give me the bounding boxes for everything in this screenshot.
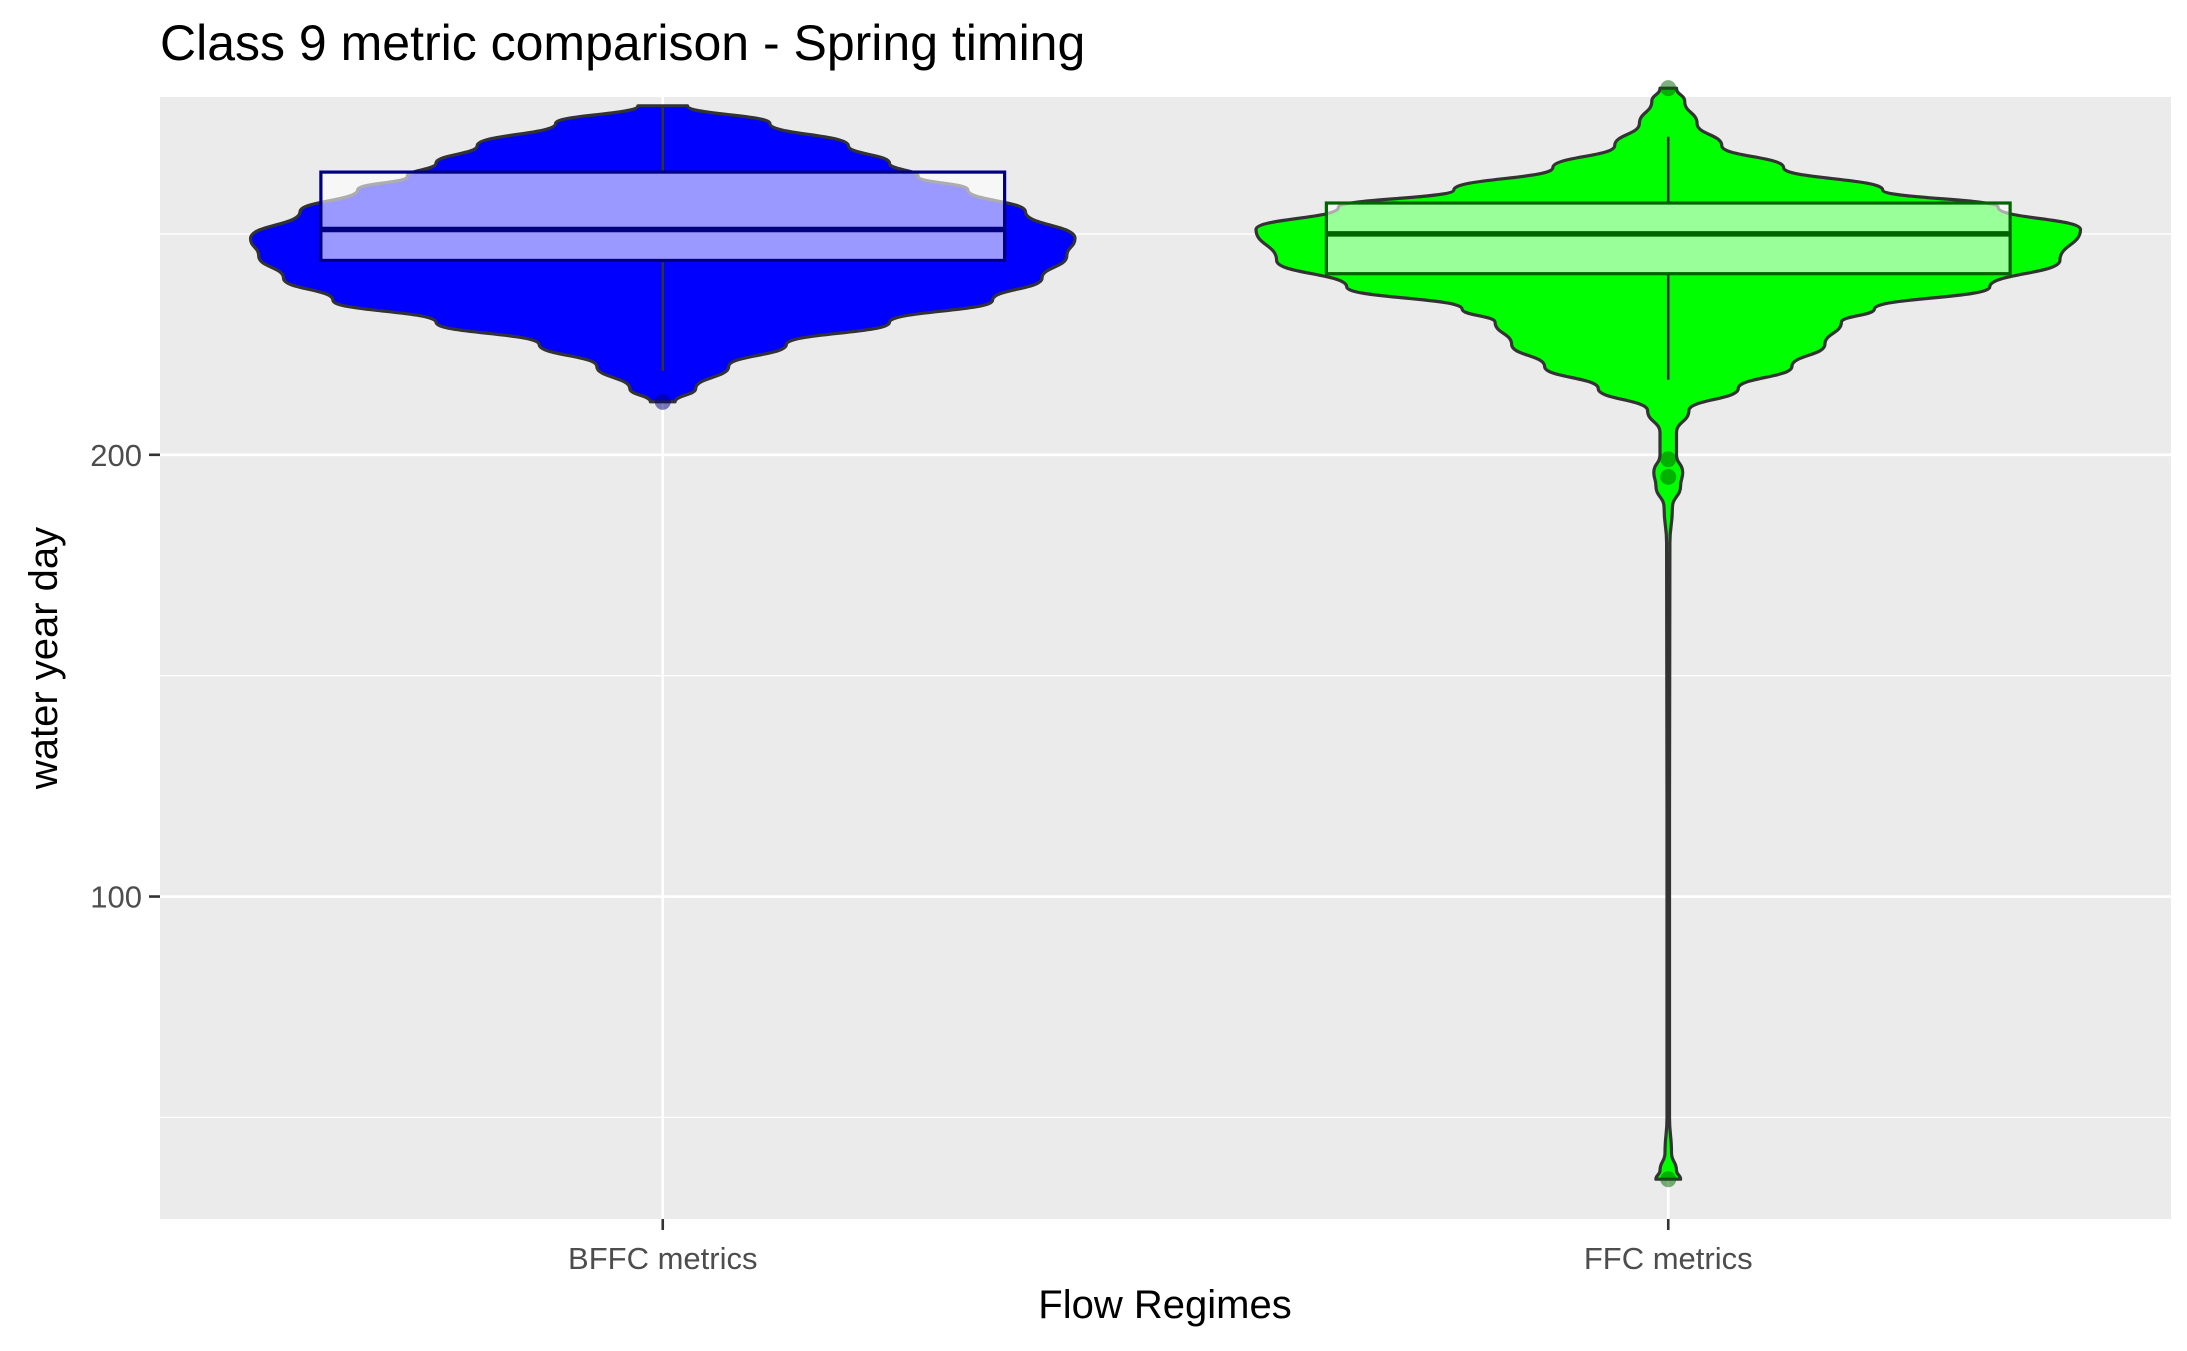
x-tick-label: BFFC metrics: [568, 1241, 757, 1276]
outlier-point: [654, 393, 671, 410]
x-tick-label: FFC metrics: [1584, 1241, 1753, 1276]
outlier-point: [1660, 1171, 1677, 1188]
y-tick-label: 200: [90, 438, 142, 473]
chart-title: Class 9 metric comparison - Spring timin…: [160, 15, 1085, 71]
x-axis-title: Flow Regimes: [1038, 1283, 1291, 1327]
box-iqr: [1324, 201, 2012, 276]
y-axis-title: water year day: [22, 527, 66, 790]
violins: [248, 80, 2083, 1188]
outlier-point: [1660, 451, 1677, 468]
violin-group: [1254, 80, 2083, 1188]
axes: 100 200 BFFC metrics FFC metrics: [90, 438, 1752, 1276]
outlier-point: [1660, 80, 1677, 97]
violin-group: [248, 104, 1077, 410]
box-iqr: [319, 170, 1007, 263]
y-tick-label: 100: [90, 880, 142, 915]
outlier-point: [1660, 468, 1677, 485]
